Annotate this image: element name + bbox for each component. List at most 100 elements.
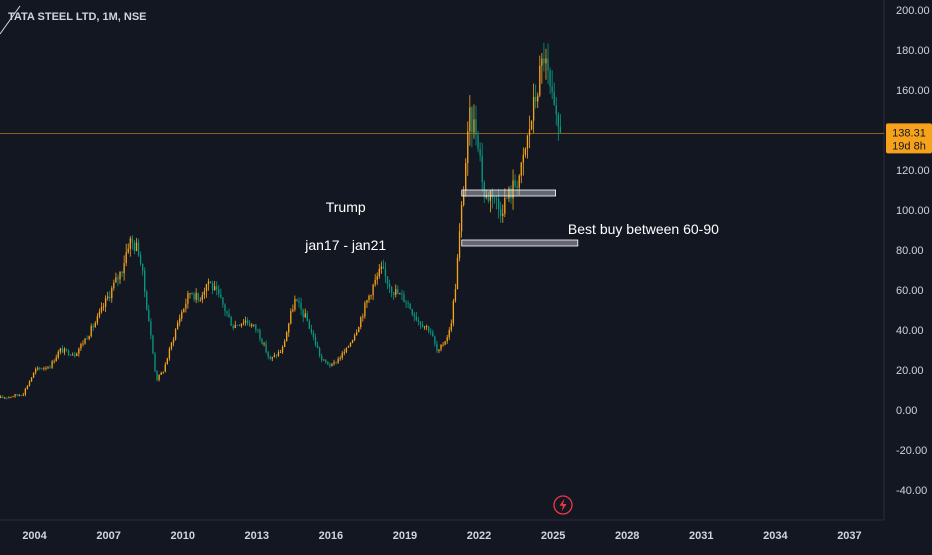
candle-body — [197, 292, 199, 301]
candle-body — [343, 351, 345, 354]
candle-body — [199, 299, 201, 301]
time-axis[interactable]: 2004 2007 2010 2013 2016 2019 2022 2025 2028 2031… — [22, 530, 861, 542]
candle-body — [131, 238, 134, 243]
candle-body — [156, 371, 158, 380]
candle-body — [141, 263, 144, 271]
candle-body — [226, 311, 228, 314]
candle-body — [504, 198, 506, 214]
candle-body — [312, 332, 315, 337]
candle-body — [341, 353, 343, 358]
candle-body — [425, 326, 428, 328]
candle-body — [376, 276, 378, 280]
candle-body — [495, 198, 498, 200]
candle-body — [265, 343, 267, 353]
best-buy-label: Best buy between 60-90 — [568, 221, 719, 237]
candle-body — [403, 294, 405, 303]
candle-body — [238, 325, 241, 327]
candle-body — [195, 292, 197, 300]
candle-body — [39, 367, 41, 369]
candle-body — [436, 343, 438, 351]
candle-body — [423, 326, 426, 328]
candle-body — [310, 328, 313, 333]
candle-body — [183, 308, 185, 313]
candle-body — [456, 257, 459, 290]
price-tick-label: 160.00 — [896, 85, 930, 97]
candle-body — [413, 314, 415, 317]
time-tick-label: 2010 — [170, 530, 194, 542]
candle-body — [236, 324, 238, 326]
chart-title: TATA STEEL LTD, 1M, NSE — [8, 11, 147, 23]
candle-body — [24, 388, 27, 395]
lower-zone[interactable] — [461, 239, 579, 247]
candle-body — [506, 198, 508, 199]
candle-body — [57, 351, 59, 358]
candle-body — [526, 135, 529, 149]
candle-body — [452, 300, 455, 324]
candle-body — [337, 358, 339, 363]
candle-body — [388, 283, 391, 288]
candle-body — [345, 347, 348, 352]
candle-body — [530, 120, 533, 130]
candle-body — [176, 322, 179, 330]
candle-body — [168, 348, 171, 359]
candle-body — [30, 377, 33, 382]
candle-body — [104, 298, 107, 307]
candle-body — [364, 302, 366, 317]
candle-body — [316, 344, 319, 349]
upper-zone[interactable] — [461, 189, 556, 197]
price-axis[interactable]: 200.00180.00160.00140.00120.00100.0080.0… — [896, 5, 930, 497]
candle-body — [172, 339, 175, 343]
candle-body — [462, 190, 465, 206]
candle-body — [440, 344, 442, 350]
candle-body — [47, 367, 49, 369]
candle-body — [80, 344, 82, 349]
time-tick-label: 2037 — [837, 530, 861, 542]
candle-body — [246, 320, 249, 324]
candle-body — [49, 367, 51, 369]
candle-body — [475, 119, 477, 135]
candle-body — [119, 271, 121, 280]
candle-body — [187, 293, 189, 304]
time-tick-label: 2025 — [541, 530, 565, 542]
candle-body — [532, 96, 535, 121]
candle-body — [78, 348, 80, 354]
candle-body — [189, 293, 191, 294]
candle-body — [65, 348, 68, 351]
candle-body — [331, 363, 333, 366]
last-price-tag-box — [886, 123, 932, 154]
candle-body — [203, 291, 206, 295]
candle-body — [28, 381, 31, 386]
zones[interactable] — [461, 189, 579, 247]
annotations: Trump jan17 - jan21 Best buy between 60-90 — [304, 199, 719, 253]
candle-body — [51, 361, 53, 368]
candle-body — [321, 355, 323, 360]
candle-body — [205, 284, 208, 292]
candle-body — [16, 394, 18, 396]
candle-body — [428, 326, 430, 332]
candle-body — [115, 277, 117, 283]
candle-body — [90, 325, 92, 337]
candle-body — [516, 186, 518, 188]
candle-body — [306, 313, 308, 321]
candle-body — [395, 289, 397, 295]
candle-body — [370, 295, 372, 297]
candle-body — [22, 394, 24, 396]
candle-body — [508, 188, 510, 199]
candle-body — [162, 371, 164, 373]
candle-body — [152, 335, 154, 354]
candle-body — [207, 281, 210, 285]
candle-body — [94, 322, 96, 328]
candles — [0, 42, 562, 400]
time-tick-label: 2013 — [245, 530, 269, 542]
candle-body — [117, 277, 119, 280]
candle-body — [63, 348, 66, 353]
price-tick-label: 0.00 — [896, 405, 917, 417]
candle-body — [465, 163, 467, 191]
candle-body — [518, 175, 520, 188]
candle-body — [296, 298, 298, 302]
candle-body — [360, 317, 362, 328]
candle-body — [113, 282, 115, 289]
candle-body — [275, 355, 278, 356]
lightning-icon[interactable] — [553, 495, 573, 515]
